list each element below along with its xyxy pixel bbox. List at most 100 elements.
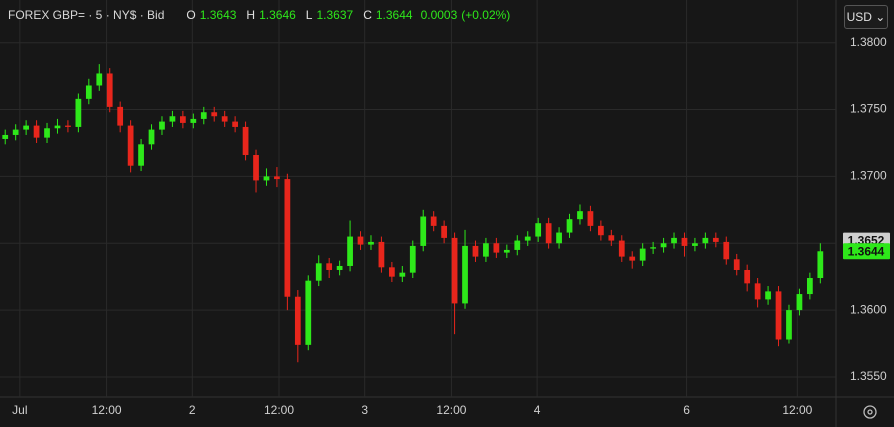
candle-body bbox=[608, 235, 615, 241]
candle-body bbox=[587, 211, 594, 226]
candle-body bbox=[462, 245, 468, 304]
candle-body bbox=[200, 112, 207, 119]
candle-body bbox=[409, 245, 416, 273]
candle-body bbox=[775, 291, 782, 340]
candle-body bbox=[503, 249, 510, 253]
candle-body bbox=[671, 237, 677, 244]
candle-body bbox=[817, 251, 824, 279]
y-tick-label: 1.3600 bbox=[850, 302, 887, 316]
candle-body bbox=[159, 121, 165, 130]
candle-body bbox=[660, 243, 667, 248]
candle-body bbox=[54, 125, 61, 129]
candle-body bbox=[221, 116, 228, 122]
ohlc-legend: FOREX GBP= · 5 · NY$ · Bid O 1.3643 H 1.… bbox=[8, 8, 510, 22]
candle-body bbox=[253, 155, 259, 181]
legend-value: 1.3637 bbox=[316, 8, 354, 22]
candle-body bbox=[493, 243, 500, 253]
candle-body bbox=[180, 116, 186, 123]
candle-body bbox=[807, 278, 813, 295]
candle-body bbox=[232, 121, 238, 127]
candle-body bbox=[315, 263, 322, 281]
settings-icon[interactable] bbox=[863, 405, 877, 419]
legend-value: 1.3646 bbox=[259, 8, 296, 22]
legend-key: C bbox=[363, 8, 372, 22]
legend-value: 1.3643 bbox=[199, 8, 237, 22]
y-tick-label: 1.3700 bbox=[850, 169, 887, 183]
candle-body bbox=[441, 225, 447, 238]
candle-body bbox=[12, 129, 19, 135]
candle-body bbox=[368, 241, 374, 245]
candle-body bbox=[639, 248, 646, 261]
candle-body bbox=[598, 225, 604, 236]
candle-body bbox=[535, 223, 542, 237]
candle-body bbox=[211, 112, 218, 117]
legend-value: 1.3644 bbox=[375, 8, 413, 22]
x-tick-label: Jul bbox=[12, 403, 27, 417]
candle-body bbox=[483, 243, 489, 257]
candle-body bbox=[451, 237, 458, 304]
candle-body bbox=[169, 116, 176, 122]
x-tick-label: 3 bbox=[361, 403, 368, 417]
candle-body bbox=[744, 269, 751, 284]
candle-body bbox=[242, 126, 249, 156]
grid bbox=[0, 0, 836, 397]
candle-body bbox=[765, 291, 771, 300]
legend-change-pct: (+0.02%) bbox=[461, 8, 511, 22]
candle-body bbox=[85, 85, 92, 99]
candle-body bbox=[138, 144, 144, 166]
x-tick-label: 12:00 bbox=[264, 403, 294, 417]
candle-body bbox=[294, 296, 301, 345]
candle-body bbox=[399, 272, 406, 277]
candle-body bbox=[556, 232, 562, 244]
candle-body bbox=[796, 294, 803, 311]
x-tick-label: 12:00 bbox=[436, 403, 466, 417]
candle-body bbox=[733, 259, 740, 270]
candle-body bbox=[326, 263, 333, 270]
x-tick-label: 2 bbox=[189, 403, 196, 417]
candle-body bbox=[420, 216, 427, 246]
candle-body bbox=[2, 134, 9, 139]
legend-key: O bbox=[186, 8, 196, 22]
candle-body bbox=[566, 219, 573, 233]
x-tick-label: 6 bbox=[683, 403, 690, 417]
candle-body bbox=[33, 125, 40, 138]
candle-body bbox=[263, 176, 270, 181]
candle-body bbox=[357, 236, 364, 245]
candle-body bbox=[190, 118, 197, 123]
candles bbox=[2, 64, 824, 363]
x-tick-label: 12:00 bbox=[782, 403, 812, 417]
y-tick-label: 1.3800 bbox=[850, 35, 887, 49]
candle-body bbox=[106, 73, 113, 107]
candle-body bbox=[692, 243, 698, 246]
y-tick-label: 1.3750 bbox=[850, 102, 887, 116]
candle-body bbox=[336, 265, 343, 270]
candle-body bbox=[44, 128, 50, 138]
candle-body bbox=[96, 73, 103, 86]
candle-body bbox=[618, 240, 625, 257]
candle-body bbox=[127, 125, 134, 166]
candle-body bbox=[430, 216, 437, 226]
candle-body bbox=[284, 179, 291, 297]
candle-body bbox=[786, 310, 792, 340]
candle-body bbox=[347, 236, 353, 266]
candle-body bbox=[472, 245, 479, 257]
x-tick-label: 4 bbox=[534, 403, 541, 417]
candle-body bbox=[702, 237, 709, 244]
currency-label: USD bbox=[846, 10, 872, 24]
candle-body bbox=[378, 241, 385, 268]
candle-body bbox=[712, 237, 719, 242]
candle-body bbox=[23, 125, 29, 130]
x-tick-label: 12:00 bbox=[92, 403, 122, 417]
candle-body bbox=[65, 125, 71, 127]
y-tick-label: 1.3550 bbox=[850, 369, 887, 383]
candle-body bbox=[117, 106, 124, 126]
candle-body bbox=[524, 236, 531, 241]
candle-body bbox=[545, 223, 552, 244]
currency-dropdown[interactable]: USD ⌄ bbox=[844, 5, 888, 29]
legend-key: H bbox=[246, 8, 256, 22]
candle-body bbox=[754, 283, 761, 300]
price-badge-label: 1.3644 bbox=[848, 244, 885, 258]
candle-body bbox=[629, 256, 636, 261]
